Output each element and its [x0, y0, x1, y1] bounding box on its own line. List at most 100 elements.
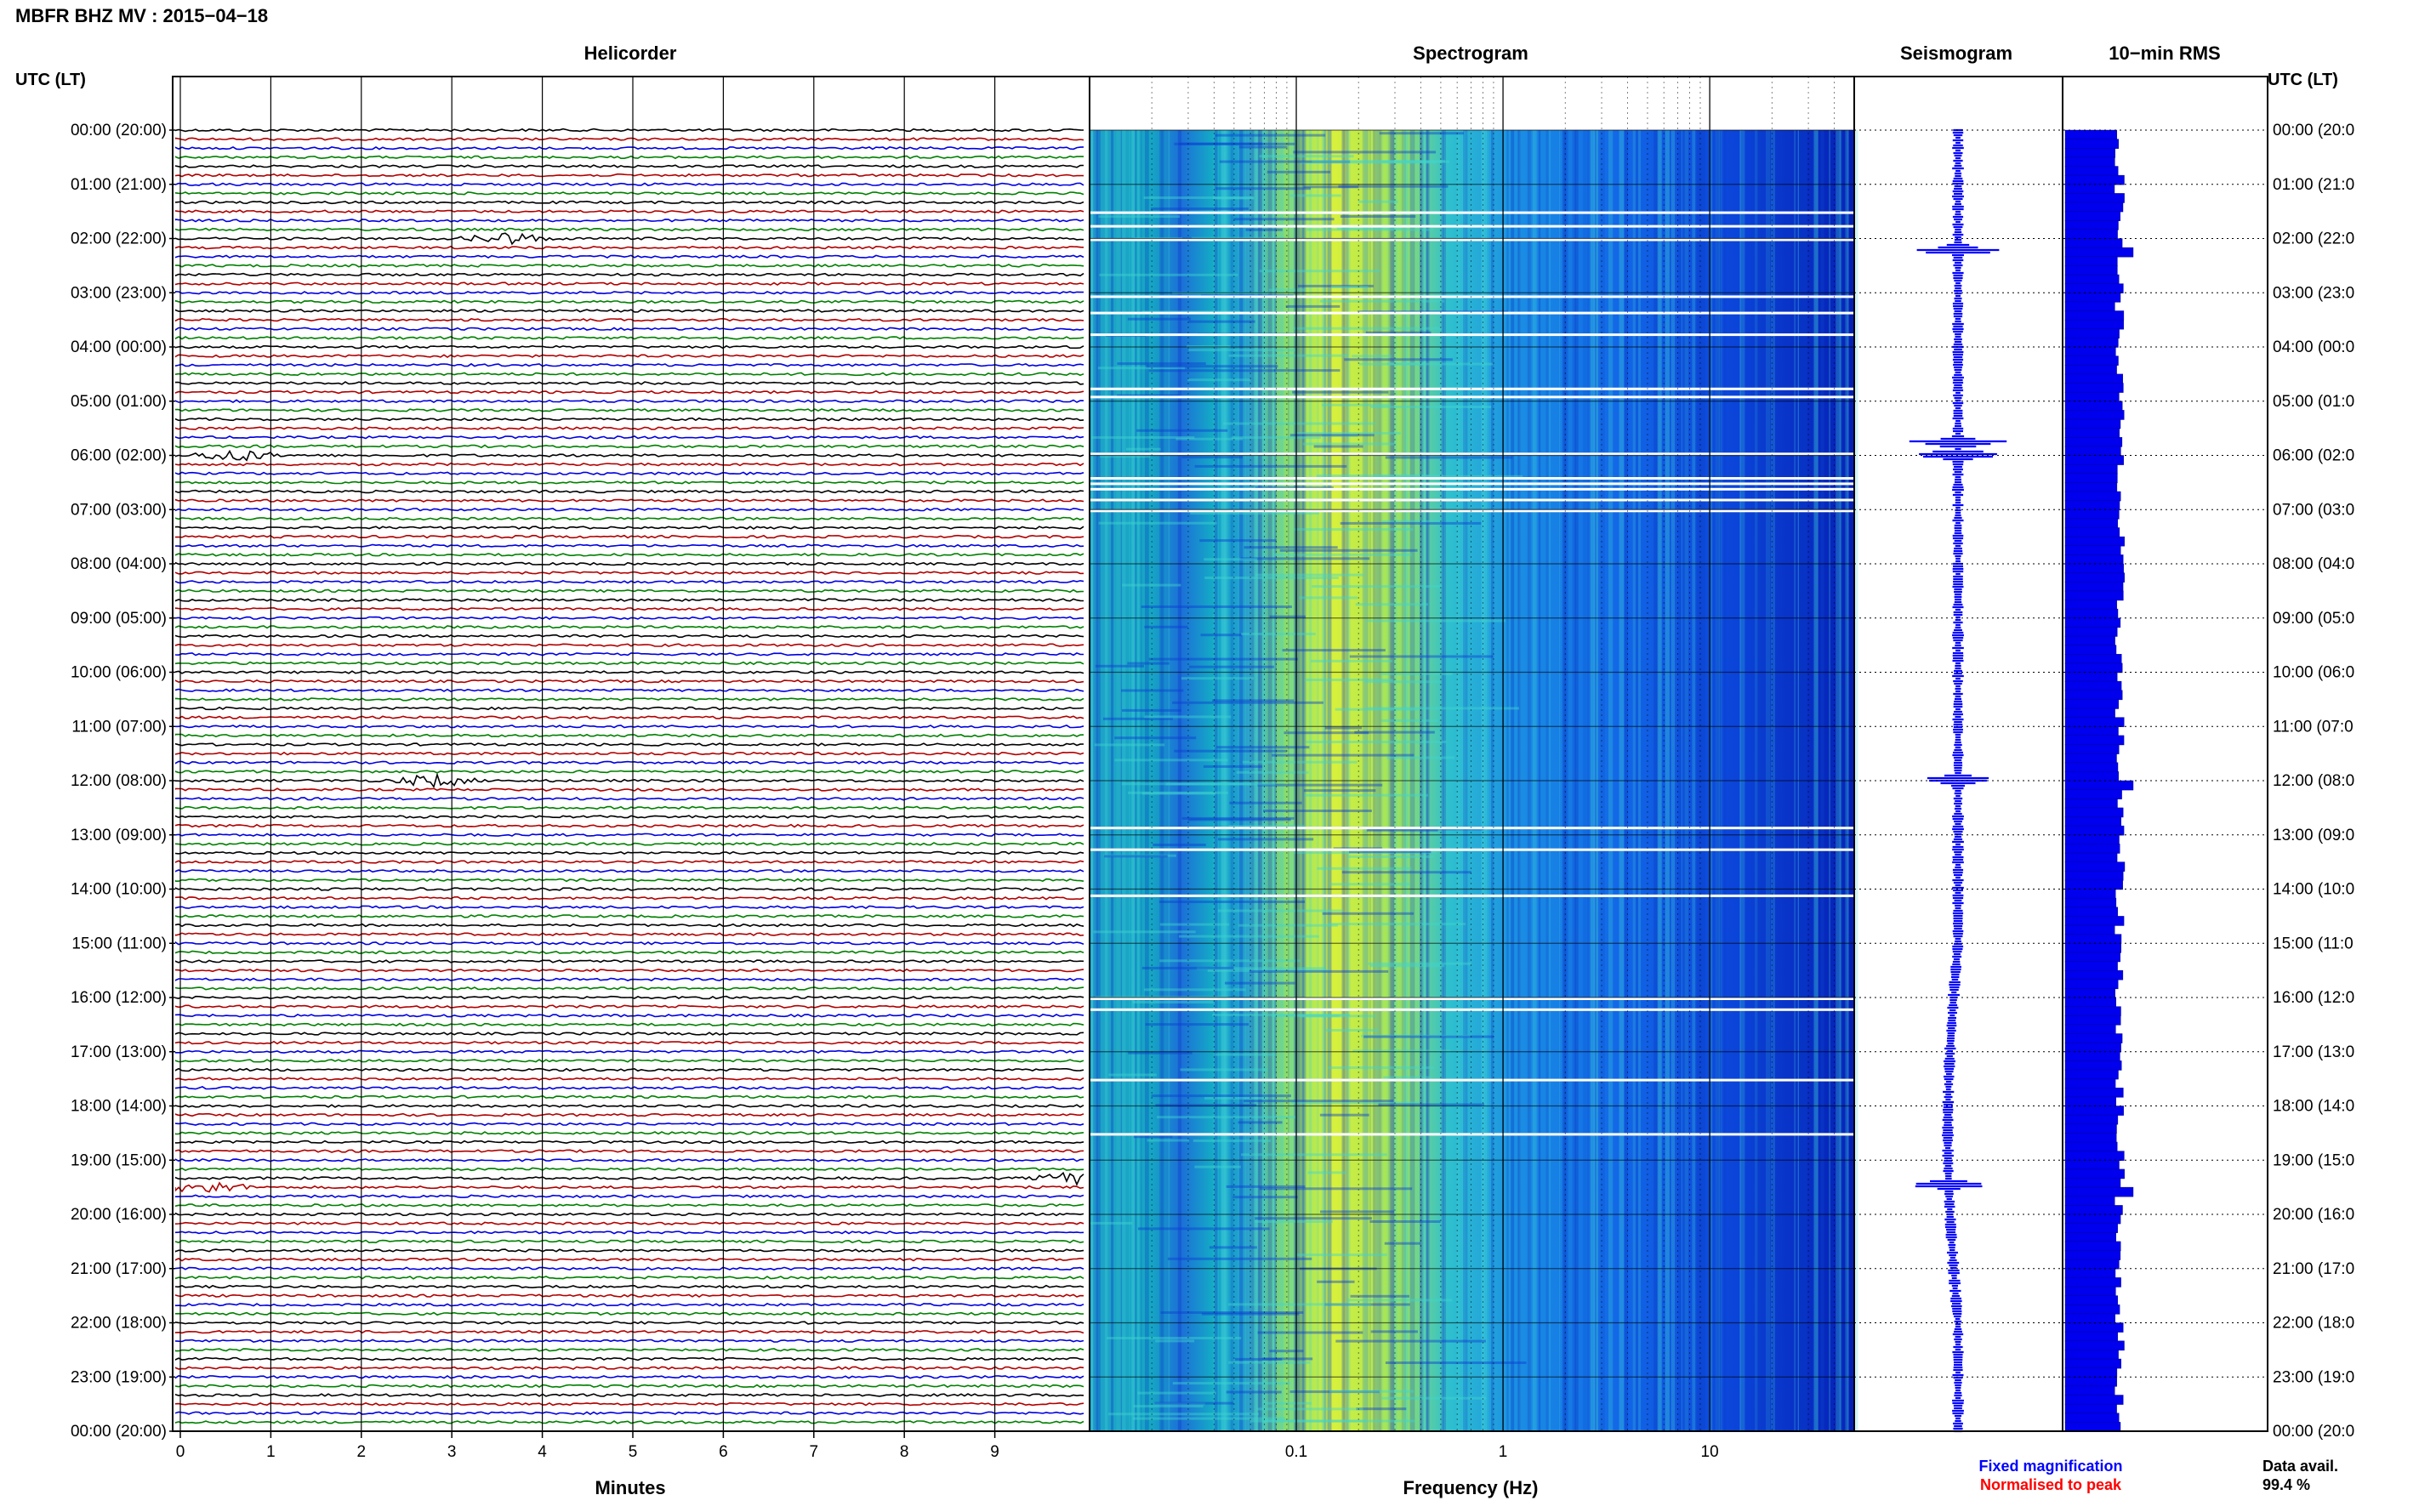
helicorder-trace-line: [175, 480, 1084, 485]
spectrogram-streak: [1153, 844, 1206, 846]
y-tick-label-left: 03:00 (23:00): [71, 284, 167, 302]
y-tick-label-right: 22:00 (18:0: [2273, 1315, 2354, 1333]
spectrogram-streak: [1154, 1402, 1205, 1406]
y-tick-label-left: 11:00 (07:00): [71, 718, 167, 736]
rms-bar: [2064, 961, 2118, 971]
spectrogram-streak: [1174, 749, 1288, 753]
spectrogram-streak: [1296, 1253, 1387, 1257]
rms-bar: [2064, 916, 2125, 926]
rms-bar: [2064, 229, 2118, 240]
spectrogram-streak: [1255, 1220, 1333, 1223]
helicorder-x-tick-label: 5: [629, 1443, 638, 1461]
helicorder-x-ticks: 0 1 2 3 4 5 6 7 8 9: [176, 1431, 999, 1461]
rms-bar: [2064, 383, 2124, 393]
helicorder-trace-line: [175, 733, 1084, 738]
spectrogram-streak: [1250, 1419, 1366, 1423]
rms-bar: [2064, 1141, 2118, 1152]
rms-bar: [2064, 220, 2119, 230]
rms-bar: [2064, 554, 2124, 565]
spectrogram-streak: [1243, 760, 1357, 764]
helicorder-trace-line: [175, 823, 1084, 828]
spectrogram-streak: [1344, 358, 1453, 361]
rms-bar: [2064, 1015, 2121, 1026]
spectrogram-streak: [1307, 1171, 1346, 1174]
rms-bar: [2064, 129, 2117, 140]
helicorder-trace-line: [175, 200, 1084, 205]
rms-bar: [2064, 600, 2117, 610]
spectrogram-streak: [1320, 1210, 1395, 1214]
spectrogram-streak: [1141, 792, 1216, 795]
spectrogram-streak: [1197, 967, 1327, 970]
helicorder-trace-line: [175, 706, 1084, 711]
spectrogram-streak: [1232, 1196, 1298, 1199]
spectrogram-streak: [1294, 851, 1437, 855]
rms-bar: [2064, 680, 2122, 691]
spectrogram-streak: [1201, 1312, 1300, 1316]
spectrogram-streak: [1103, 854, 1176, 857]
spectrogram-streak: [1346, 1299, 1453, 1302]
spectrogram-streak: [1159, 959, 1301, 963]
spectrogram-streak: [1212, 699, 1295, 702]
spectrogram-streak: [1174, 142, 1295, 145]
y-tick-label-right: 03:00 (23:0: [2273, 284, 2354, 302]
spectrogram-streak: [1204, 1096, 1268, 1100]
spectrogram-streak: [1257, 1331, 1363, 1334]
spectrogram-streak: [1241, 633, 1316, 635]
spectrogram-streak: [1261, 1357, 1313, 1361]
spectrogram-streak: [1255, 573, 1364, 577]
y-tick-label-right: 10:00 (06:0: [2273, 664, 2354, 682]
rms-bar: [2064, 799, 2118, 809]
rms-bar: [2064, 428, 2120, 438]
helicorder-trace-line: [175, 1302, 1084, 1307]
rms-bar: [2064, 672, 2118, 682]
rms-bar: [2064, 1051, 2120, 1062]
helicorder-trace-line: [175, 1411, 1084, 1416]
helicorder-x-tick-label: 0: [176, 1443, 185, 1461]
rms-bar: [2064, 735, 2125, 746]
spectrogram-streak: [1244, 1100, 1394, 1103]
spectrogram-streak: [1335, 708, 1420, 711]
spectrogram-streak: [1292, 390, 1389, 394]
spectrogram-streak: [1244, 546, 1338, 549]
rms-bar: [2064, 174, 2125, 185]
helicorder-trace-line: [175, 317, 1084, 322]
rms-bar: [2064, 627, 2118, 637]
spectrogram-streak: [1229, 801, 1302, 804]
spectrogram-streak: [1283, 731, 1369, 735]
plot-frame: [172, 76, 2268, 1432]
helicorder-trace-line: [175, 1032, 1084, 1036]
helicorder-trace-line: [175, 923, 1084, 928]
rms-bar: [2064, 202, 2124, 213]
helicorder-trace-line: [175, 1203, 1084, 1208]
spectrogram-streak: [1216, 746, 1310, 749]
spectrogram-streak: [1147, 1139, 1189, 1142]
spectrogram-streak: [1107, 1337, 1242, 1339]
spectrogram-streak: [1269, 1350, 1304, 1353]
y-axis-labels-right: 00:00 (20:0 01:00 (21:0 02:00 (22:0 03:00 (…: [2273, 122, 2354, 1441]
spectrogram-streak: [1160, 1311, 1304, 1314]
rms-bar: [2064, 211, 2120, 221]
spectrogram-streak: [1090, 1221, 1133, 1225]
spectrogram-streak: [1257, 783, 1383, 787]
helicorder-trace-line: [175, 895, 1084, 901]
spectrogram-streak: [1151, 207, 1249, 210]
helicorder-trace-line: [175, 227, 1084, 232]
rms-bar: [2064, 491, 2121, 502]
rms-bar: [2064, 518, 2118, 529]
rms-bar: [2064, 1340, 2125, 1351]
helicorder-trace-line: [175, 209, 1084, 213]
spectrogram-streak: [1356, 1407, 1407, 1411]
rms-bar: [2064, 1006, 2121, 1016]
rms-bar: [2064, 293, 2121, 303]
rms-bar: [2064, 238, 2123, 248]
helicorder-trace-line: [175, 561, 1084, 566]
y-tick-label-right: 23:00 (19:0: [2273, 1368, 2354, 1386]
spectrogram-streak: [1235, 1357, 1283, 1361]
helicorder-trace-line: [175, 842, 1084, 846]
rms-bars: [2064, 129, 2134, 1432]
spectrogram-streak: [1127, 317, 1191, 321]
spectrogram-streak: [1269, 615, 1306, 618]
helicorder-trace-line: [175, 435, 1084, 440]
helicorder-trace-line: [175, 449, 1084, 462]
helicorder-trace-line: [175, 661, 1084, 666]
